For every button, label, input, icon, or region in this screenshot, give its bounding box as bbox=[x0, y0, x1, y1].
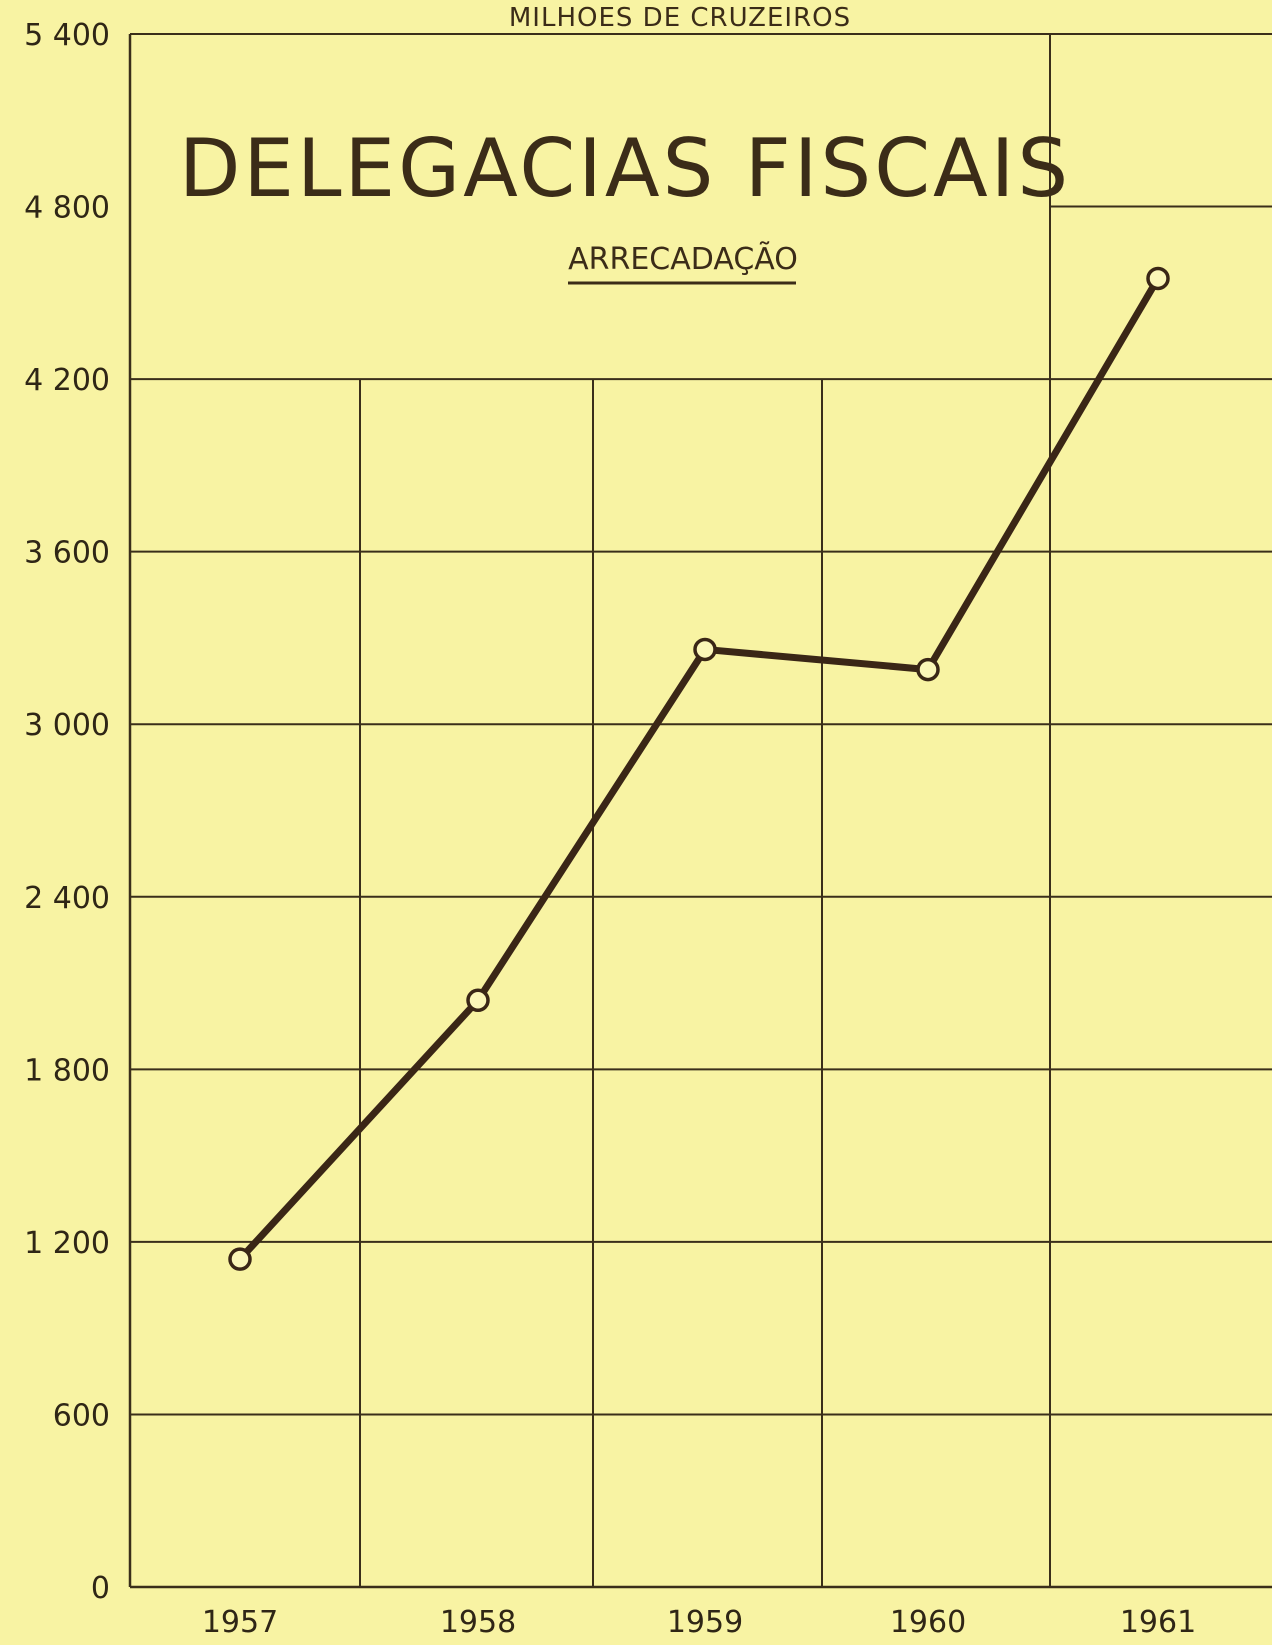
data-point bbox=[916, 657, 940, 682]
y-tick-label: 600 bbox=[53, 1398, 110, 1433]
chart-title: DELEGACIAS FISCAIS bbox=[179, 122, 1071, 215]
x-tick-label: 1960 bbox=[890, 1605, 966, 1640]
data-point bbox=[693, 637, 717, 662]
chart-subtitle: ARRECADAÇÃO bbox=[568, 241, 798, 277]
series-line bbox=[236, 274, 1162, 1263]
y-tick-label: 0 bbox=[91, 1571, 110, 1606]
y-tick-label: 3 000 bbox=[24, 708, 110, 743]
axes bbox=[128, 34, 1272, 1589]
y-tick-label: 1 800 bbox=[24, 1053, 110, 1088]
data-point bbox=[1146, 266, 1170, 291]
x-tick-label: 1961 bbox=[1120, 1605, 1196, 1640]
x-tick-label: 1958 bbox=[440, 1605, 516, 1640]
y-tick-label: 2 400 bbox=[24, 881, 110, 916]
y-tick-label: 5 400 bbox=[24, 18, 110, 53]
grid bbox=[130, 33, 1272, 1587]
x-tick-labels: 1957 1958 1959 1960 1961 bbox=[202, 1605, 1196, 1640]
y-tick-label: 3 600 bbox=[24, 536, 110, 571]
series bbox=[228, 266, 1170, 1271]
x-tick-label: 1957 bbox=[202, 1605, 278, 1640]
y-tick-labels: 0 600 1 200 1 800 2 400 3 000 3 600 4 200 4 800 5… bbox=[24, 18, 110, 1606]
y-tick-label: 1 200 bbox=[24, 1226, 110, 1261]
y-tick-label: 4 200 bbox=[24, 363, 110, 398]
unit-label: MILHOES DE CRUZEIROS bbox=[509, 3, 851, 33]
data-point bbox=[228, 1247, 252, 1271]
data-point bbox=[466, 988, 490, 1013]
x-tick-label: 1959 bbox=[667, 1605, 743, 1640]
y-tick-label: 4 800 bbox=[24, 191, 110, 226]
